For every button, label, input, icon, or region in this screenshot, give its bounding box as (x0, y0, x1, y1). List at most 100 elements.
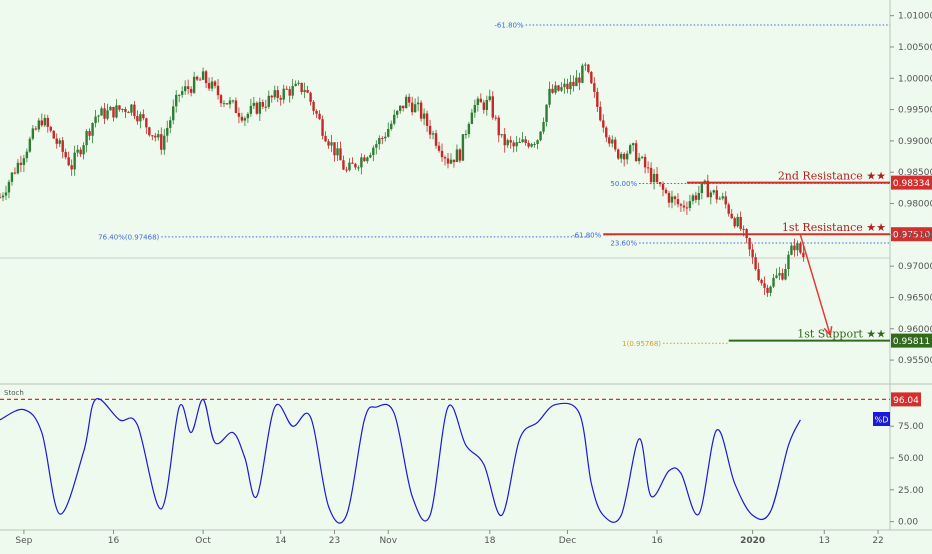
candle-body (19, 162, 23, 165)
candle-body (390, 123, 393, 129)
candle-body (76, 149, 79, 153)
candle-body (742, 228, 745, 230)
candle-body (49, 126, 52, 131)
candle-body (649, 167, 653, 183)
overbought-badge (891, 392, 921, 407)
candle-body (118, 105, 121, 110)
stoch-axis-label: 50.00 (898, 454, 924, 464)
candle-body (82, 145, 85, 155)
candle-body (130, 104, 133, 113)
candle-body (425, 113, 429, 126)
price-series (0, 62, 805, 297)
candle-body (679, 204, 683, 206)
candle-body (378, 138, 381, 145)
candle-body (160, 134, 163, 150)
candle-body (142, 114, 145, 119)
candle-body (614, 139, 617, 150)
candle-body (500, 134, 503, 136)
price-axis-label: 1.00000 (898, 74, 932, 84)
candle-body (473, 104, 477, 113)
level-value-label: 0.97510 (893, 231, 930, 241)
price-axis-label: 0.98000 (898, 200, 932, 210)
candle-body (237, 112, 241, 117)
candle-body (192, 76, 196, 93)
candle-body (258, 102, 262, 114)
candle-body (655, 173, 659, 183)
candle-body (64, 151, 67, 158)
candle-body (67, 157, 70, 166)
candle-body (288, 89, 291, 96)
candle-body (157, 134, 160, 138)
candle-body (333, 142, 336, 156)
candle-body (772, 277, 775, 287)
candle-body (476, 98, 480, 105)
candle-body (661, 184, 665, 190)
time-axis-label: 16 (651, 536, 663, 546)
candle-body (252, 102, 256, 106)
candle-body (282, 88, 285, 100)
candle-body (243, 118, 247, 121)
candle-body (169, 120, 172, 128)
candle-body (61, 140, 64, 152)
candle-body (422, 113, 426, 119)
candle-body (542, 121, 545, 132)
fib-level-label: 23.60% (610, 239, 637, 247)
candle-body (115, 105, 118, 118)
candle-body (46, 117, 49, 127)
candle-body (685, 207, 689, 209)
candle-body (228, 100, 232, 105)
candle-body (112, 106, 115, 118)
candle-body (440, 150, 444, 158)
candle-body (4, 192, 8, 196)
candle-body (348, 162, 351, 171)
candle-body (458, 149, 462, 161)
candle-body (751, 249, 754, 258)
fib-level-label: -61.80% (572, 231, 602, 239)
candle-body (790, 245, 793, 255)
time-axis-label: 23 (329, 536, 340, 546)
candle-body (605, 127, 608, 138)
candle-body (533, 143, 536, 145)
candle-body (94, 116, 97, 123)
candle-body (339, 148, 342, 161)
candle-body (446, 158, 450, 164)
candle-body (506, 140, 509, 146)
candle-body (793, 245, 796, 251)
candle-body (330, 142, 333, 146)
candle-body (318, 113, 321, 120)
candle-body (796, 243, 799, 251)
candle-body (757, 269, 760, 280)
candle-body (163, 135, 166, 150)
candle-body (204, 71, 208, 84)
candle-body (590, 71, 593, 84)
candle-body (760, 279, 763, 284)
candle-body (207, 83, 211, 89)
candle-body (634, 143, 638, 162)
candle-body (530, 143, 533, 147)
candle-body (554, 85, 557, 93)
candle-body (300, 82, 303, 93)
candle-body (709, 192, 713, 198)
level-value-badge (891, 175, 932, 190)
candle-body (13, 172, 17, 174)
stoch-d-line (0, 398, 801, 524)
price-axis-label: 0.95500 (898, 356, 932, 366)
candle-body (557, 85, 560, 91)
candle-body (327, 141, 330, 146)
time-axis-label: 2020 (740, 536, 765, 546)
candle-body (306, 89, 309, 93)
time-axis-label: Sep (15, 536, 32, 546)
candle-body (151, 135, 154, 137)
candle-body (198, 79, 202, 81)
candle-body (240, 116, 244, 121)
price-axis-label: 0.99000 (898, 137, 932, 147)
candle-body (210, 81, 214, 89)
candle-body (754, 257, 757, 270)
stoch-title: Stoch (4, 389, 24, 397)
candle-body (273, 90, 276, 98)
candle-body (234, 100, 238, 113)
candle-body (721, 196, 724, 199)
candle-body (628, 145, 632, 154)
candle-body (231, 100, 235, 102)
price-axis-label: 0.96000 (898, 325, 932, 335)
